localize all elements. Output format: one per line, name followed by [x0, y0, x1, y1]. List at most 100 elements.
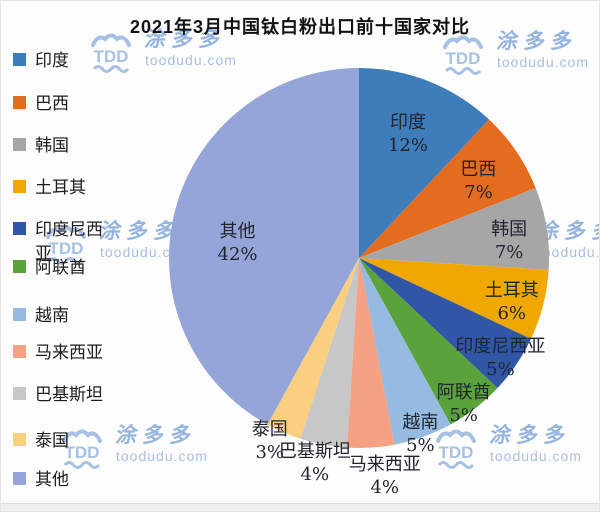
pie-slice-7	[347, 258, 395, 449]
slice-label-name: 马来西亚	[348, 454, 421, 476]
chart-title: 2021年3月中国钛白粉出口前十国家对比	[129, 17, 471, 37]
pie-slice-0	[359, 68, 490, 258]
legend-label: 韩国	[35, 136, 69, 156]
pie-slice-2	[359, 188, 550, 270]
legend-item: 巴基斯坦	[13, 383, 103, 407]
legend-item: 其他	[13, 468, 69, 492]
slice-label-percent: 7%	[494, 242, 524, 264]
legend-item: 印度	[13, 49, 69, 73]
pie-slice-6	[359, 258, 451, 445]
tdd-logo-icon: TDD	[436, 429, 476, 469]
pie-slice-8	[300, 258, 359, 448]
footer-strip	[1, 503, 599, 511]
slice-label: 其他 42%	[218, 220, 258, 266]
legend: 印度巴西韩国土耳其印度尼西亚 阿联酋越南马来西亚巴基斯坦泰国其他	[1, 1, 121, 511]
slice-label-percent: 5%	[406, 434, 435, 456]
tdd-logo-icon: TDD	[46, 225, 86, 265]
slice-label-name: 越南	[402, 411, 439, 433]
slice-label: 巴西 7%	[460, 158, 496, 204]
watermark-domain: toodudu.com	[145, 52, 237, 68]
slice-label-percent: 6%	[497, 303, 527, 325]
watermark-domain: toodudu.com	[538, 244, 600, 260]
legend-swatch	[13, 53, 26, 66]
pie-slice-4	[359, 258, 531, 389]
slice-label-name: 巴西	[460, 158, 497, 180]
slice-label-name: 阿联酋	[436, 381, 491, 403]
watermark-domain: toodudu.com	[116, 448, 208, 464]
svg-text:TDD: TDD	[439, 443, 474, 462]
svg-text:TDD: TDD	[49, 239, 84, 258]
legend-item: 越南	[13, 304, 69, 328]
legend-swatch	[13, 433, 26, 446]
legend-item: 马来西亚	[13, 341, 103, 365]
legend-swatch	[13, 472, 26, 485]
watermark-domain: toodudu.com	[490, 448, 582, 464]
legend-label: 越南	[35, 306, 69, 326]
slice-label: 泰国 3%	[252, 418, 288, 464]
legend-swatch	[13, 96, 26, 109]
legend-swatch	[13, 308, 26, 321]
slice-label-percent: 7%	[464, 181, 493, 203]
slice-label: 巴基斯坦 4%	[279, 440, 351, 486]
tdd-logo-icon: TDD	[91, 33, 131, 73]
svg-text:TDD: TDD	[94, 47, 129, 66]
slice-label-name: 泰国	[251, 419, 288, 441]
slice-label-percent: 5%	[449, 404, 478, 426]
slice-label: 阿联酋 5%	[437, 381, 491, 427]
legend-item: 泰国	[13, 429, 69, 453]
slice-label-name: 巴基斯坦	[278, 441, 351, 463]
legend-swatch	[13, 138, 26, 151]
legend-label: 阿联酋	[35, 258, 86, 278]
slice-label-name: 其他	[219, 220, 256, 242]
watermark-domain: toodudu.com	[100, 244, 192, 260]
slice-label-name: 印度尼西亚	[455, 336, 546, 358]
legend-swatch	[13, 345, 26, 358]
legend-item: 韩国	[13, 134, 69, 158]
legend-swatch	[13, 260, 26, 273]
tdd-logo-icon: TDD	[62, 429, 102, 469]
slice-label-name: 印度	[389, 112, 426, 134]
legend-label: 印度尼西亚	[35, 220, 103, 264]
legend-label: 巴基斯坦	[35, 385, 103, 405]
watermark-domain: toodudu.com	[497, 54, 589, 70]
pie-slice-3	[359, 258, 549, 339]
slice-label-percent: 4%	[300, 464, 330, 486]
legend-label: 土耳其	[35, 178, 86, 198]
svg-text:TDD: TDD	[446, 49, 481, 68]
legend-swatch	[13, 387, 26, 400]
pie-slice-1	[359, 119, 536, 258]
slice-label-percent: 4%	[370, 477, 399, 499]
svg-text:TDD: TDD	[65, 443, 100, 462]
slice-label: 马来西亚 4%	[349, 453, 421, 499]
slice-label: 印度 12%	[388, 111, 428, 157]
slice-label-name: 韩国	[491, 219, 528, 241]
legend-label: 巴西	[35, 94, 69, 114]
tdd-logo-icon: TDD	[443, 35, 483, 75]
pie-slice-5	[359, 258, 498, 425]
slice-label-percent: 42%	[217, 243, 258, 265]
legend-item: 印度尼西亚	[13, 218, 109, 266]
slice-label-name: 土耳其	[484, 280, 539, 302]
slice-label: 越南 5%	[402, 411, 438, 457]
pie-slice-9	[267, 258, 359, 439]
pie-slice-10	[169, 68, 359, 425]
legend-item: 土耳其	[13, 176, 86, 200]
legend-item: 阿联酋	[13, 256, 86, 280]
slice-label: 土耳其 6%	[485, 279, 539, 325]
slice-label: 印度尼西亚 5%	[455, 335, 545, 381]
legend-swatch	[13, 180, 26, 193]
legend-label: 马来西亚	[35, 343, 103, 363]
legend-item: 巴西	[13, 92, 69, 116]
slice-label-percent: 3%	[255, 442, 285, 464]
slice-label: 韩国 7%	[491, 218, 527, 264]
legend-label: 泰国	[35, 431, 69, 451]
legend-swatch	[13, 222, 26, 235]
slice-label-percent: 5%	[486, 359, 515, 381]
